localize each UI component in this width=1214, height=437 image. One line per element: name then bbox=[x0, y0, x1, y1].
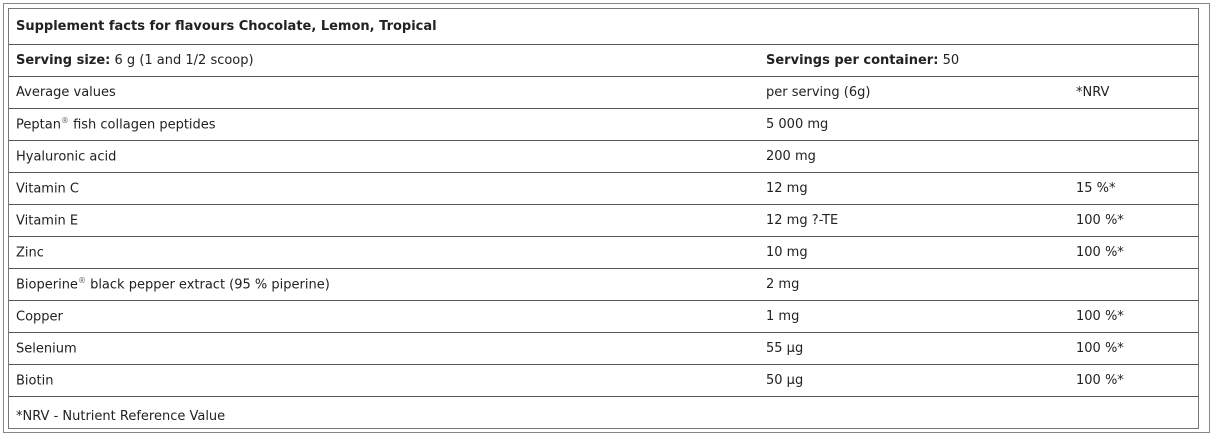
registered-mark: ® bbox=[77, 276, 86, 286]
ingredient-name: Vitamin E bbox=[9, 204, 759, 237]
ingredient-name: Biotin bbox=[9, 364, 759, 397]
table-row: Zinc 10 mg 100 %* bbox=[9, 236, 1198, 269]
nrv-value: 100 %* bbox=[1069, 364, 1198, 397]
title-row: Supplement facts for flavours Chocolate,… bbox=[9, 9, 1198, 45]
footnote: *NRV - Nutrient Reference Value bbox=[16, 408, 226, 424]
amount-per-serving: 55 µg bbox=[759, 332, 1069, 365]
amount-per-serving: 12 mg bbox=[759, 172, 1069, 205]
table-row: Hyaluronic acid 200 mg bbox=[9, 140, 1198, 173]
nrv-value: 100 %* bbox=[1069, 236, 1198, 269]
ingredient-name-text: Copper bbox=[16, 309, 63, 325]
header-row: Average values per serving (6g) *NRV bbox=[9, 76, 1198, 109]
serving-size-label: Serving size: bbox=[16, 53, 111, 68]
amount-per-serving: 1 mg bbox=[759, 300, 1069, 333]
ingredient-name: Vitamin C bbox=[9, 172, 759, 205]
ingredient-name: Selenium bbox=[9, 332, 759, 365]
amount-per-serving: 2 mg bbox=[759, 268, 1069, 301]
supplement-facts-table: Supplement facts for flavours Chocolate,… bbox=[9, 9, 1198, 435]
ingredient-name-rest: black pepper extract (95 % piperine) bbox=[85, 277, 330, 293]
table-row: Vitamin C 12 mg 15 %* bbox=[9, 172, 1198, 205]
table-row: Copper 1 mg 100 %* bbox=[9, 300, 1198, 333]
ingredient-name: Zinc bbox=[9, 236, 759, 269]
table-row: Bioperine® black pepper extract (95 % pi… bbox=[9, 268, 1198, 301]
table-row: Vitamin E 12 mg ?-TE 100 %* bbox=[9, 204, 1198, 237]
outer-frame bbox=[3, 3, 1210, 433]
nrv-value: 100 %* bbox=[1069, 332, 1198, 365]
table-row: Biotin 50 µg 100 %* bbox=[9, 364, 1198, 397]
serving-size-value: 6 g (1 and 1/2 scoop) bbox=[114, 53, 254, 68]
nrv-value bbox=[1069, 140, 1198, 173]
ingredient-name-text: Peptan bbox=[16, 117, 61, 133]
amount-per-serving: 10 mg bbox=[759, 236, 1069, 269]
ingredient-name-text: Hyaluronic acid bbox=[16, 149, 117, 165]
ingredient-name-rest: fish collagen peptides bbox=[68, 117, 216, 133]
serving-row: Serving size: 6 g (1 and 1/2 scoop) Serv… bbox=[9, 44, 1198, 77]
ingredient-name-text: Selenium bbox=[16, 341, 77, 357]
serving-size: Serving size: 6 g (1 and 1/2 scoop) bbox=[9, 44, 759, 77]
table-row: Peptan® fish collagen peptides 5 000 mg bbox=[9, 108, 1198, 141]
ingredient-name: Bioperine® black pepper extract (95 % pi… bbox=[9, 268, 759, 301]
amount-per-serving: 12 mg ?-TE bbox=[759, 204, 1069, 237]
nrv-value: 15 %* bbox=[1069, 172, 1198, 205]
footnote-row: *NRV - Nutrient Reference Value bbox=[9, 397, 1198, 436]
servings-per-container-value: 50 bbox=[942, 53, 960, 68]
ingredient-name: Hyaluronic acid bbox=[9, 140, 759, 173]
servings-per-container-label: Servings per container: bbox=[766, 53, 939, 68]
supplement-facts-panel: Supplement facts for flavours Chocolate,… bbox=[8, 8, 1199, 429]
nrv-value: 100 %* bbox=[1069, 204, 1198, 237]
nrv-value bbox=[1069, 108, 1198, 141]
ingredient-name-text: Bioperine bbox=[16, 277, 78, 293]
nrv-value bbox=[1069, 268, 1198, 301]
amount-per-serving: 5 000 mg bbox=[759, 108, 1069, 141]
table-row: Selenium 55 µg 100 %* bbox=[9, 332, 1198, 365]
amount-per-serving: 200 mg bbox=[759, 140, 1069, 173]
ingredient-name-text: Vitamin E bbox=[16, 213, 79, 229]
ingredient-name-text: Zinc bbox=[16, 245, 44, 261]
header-nrv: *NRV bbox=[1069, 76, 1198, 109]
ingredient-name-text: Vitamin C bbox=[16, 181, 80, 197]
header-per-serving: per serving (6g) bbox=[759, 76, 1069, 109]
ingredient-name: Copper bbox=[9, 300, 759, 333]
registered-mark: ® bbox=[60, 116, 69, 126]
amount-per-serving: 50 µg bbox=[759, 364, 1069, 397]
servings-per-container: Servings per container: 50 bbox=[759, 44, 1198, 77]
ingredient-name: Peptan® fish collagen peptides bbox=[9, 108, 759, 141]
nrv-value: 100 %* bbox=[1069, 300, 1198, 333]
table-title: Supplement facts for flavours Chocolate,… bbox=[9, 9, 1198, 45]
header-name: Average values bbox=[9, 76, 759, 109]
ingredient-name-text: Biotin bbox=[16, 373, 54, 389]
